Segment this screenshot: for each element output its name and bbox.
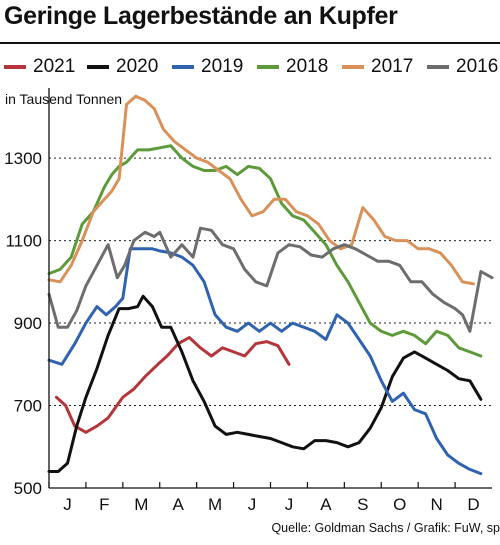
legend-item-2016: 2016 [427, 56, 498, 78]
legend-label-2017: 2017 [371, 56, 414, 77]
chart-title: Geringe Lagerbestände an Kupfer [4, 2, 398, 30]
source-note: Quelle: Goldman Sachs / Grafik: FuW, sp [271, 521, 500, 535]
x-tick-label-9: O [393, 495, 406, 514]
x-tick-label-3: A [173, 495, 185, 514]
legend: 2021 2020 2019 2018 2017 2016 [0, 56, 500, 78]
y-tick-label-500: 500 [14, 479, 42, 498]
legend-label-2016: 2016 [456, 56, 499, 77]
x-tick-label-5: J [248, 495, 257, 514]
series-line-2019 [47, 247, 483, 476]
x-tick-label-6: J [285, 495, 294, 514]
x-tick-label-7: A [320, 495, 332, 514]
legend-swatch-2018 [257, 65, 279, 69]
legend-item-2017: 2017 [342, 56, 413, 78]
series-line-2021 [54, 336, 291, 434]
series-line-2016 [47, 226, 494, 333]
y-tick-label-1100: 1100 [5, 232, 42, 251]
series-line-2020 [47, 294, 483, 473]
series-layer [47, 94, 494, 476]
x-tick-label-10: N [430, 495, 442, 514]
x-tick-label-11: D [467, 495, 479, 514]
y-tick-label-900: 900 [14, 314, 42, 333]
x-tick-label-2: M [134, 495, 148, 514]
unit-label: in Tausend Tonnen [5, 91, 123, 107]
legend-label-2021: 2021 [33, 56, 76, 77]
y-tick-label-1300: 1300 [4, 149, 42, 168]
legend-item-2020: 2020 [87, 56, 158, 78]
legend-swatch-2019 [172, 65, 194, 69]
legend-item-2018: 2018 [257, 56, 328, 78]
legend-label-2019: 2019 [201, 56, 244, 77]
grid-layer [49, 157, 492, 407]
x-tick-label-4: M [208, 495, 222, 514]
legend-swatch-2017 [342, 65, 364, 69]
legend-swatch-2021 [4, 65, 26, 69]
series-line-2017 [47, 94, 475, 286]
legend-swatch-2016 [427, 65, 449, 69]
legend-item-2021: 2021 [4, 56, 75, 78]
title-rule [0, 42, 500, 44]
legend-swatch-2020 [87, 65, 109, 69]
legend-label-2020: 2020 [116, 56, 159, 77]
axis-layer: 500 700 900 1100 1300 J F M A M J J A S O N D [4, 88, 492, 514]
series-line-2018 [47, 144, 483, 358]
legend-label-2018: 2018 [286, 56, 329, 77]
x-tick-label-0: J [63, 495, 72, 514]
x-tick-label-8: S [357, 495, 368, 514]
x-tick-label-1: F [99, 495, 109, 514]
legend-item-2019: 2019 [172, 56, 243, 78]
y-tick-label-700: 700 [14, 397, 42, 416]
